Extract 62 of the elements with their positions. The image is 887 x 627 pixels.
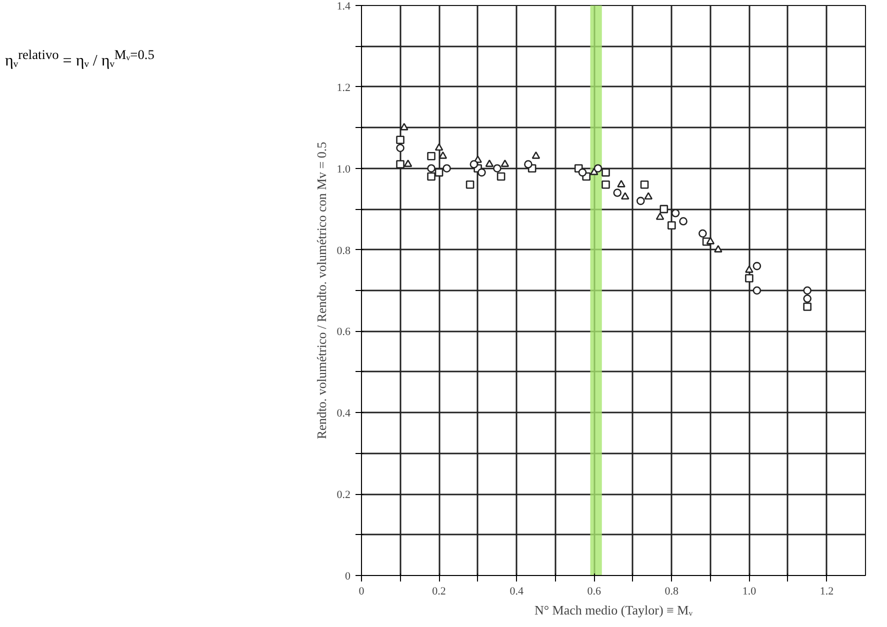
point xyxy=(594,164,602,172)
x-tick-label: 1.2 xyxy=(820,586,834,598)
text: ηᵥ$^{relativo}$ = ηᵥ / ηᵥ$^{Mᵥ=0.5}$ xyxy=(5,46,154,72)
x-tick-label: 0.4 xyxy=(510,586,524,598)
point xyxy=(434,143,444,151)
x-tick-label: 0 xyxy=(358,586,365,598)
y-axis-title: Rendto. volumétrico / Rendto. volumétrico con Mv = 0.5 xyxy=(314,142,329,440)
point xyxy=(617,180,626,188)
point xyxy=(396,136,404,144)
point xyxy=(396,160,404,168)
point xyxy=(803,286,812,295)
point xyxy=(714,245,722,252)
point xyxy=(434,168,444,177)
point xyxy=(620,192,630,200)
y-tick-label: 0.4 xyxy=(336,408,351,420)
point xyxy=(466,180,474,189)
point xyxy=(532,151,540,159)
y-tick-label: 0 xyxy=(345,570,351,582)
point xyxy=(668,221,676,230)
y-tick-label: 0.6 xyxy=(336,326,351,338)
point xyxy=(660,204,668,214)
point xyxy=(500,160,510,167)
point xyxy=(679,217,688,226)
point xyxy=(706,236,715,244)
point xyxy=(578,168,587,177)
point xyxy=(745,274,754,282)
point xyxy=(438,151,448,159)
point xyxy=(396,144,404,152)
x-tick-label: 0.8 xyxy=(664,586,680,598)
x-axis-title: N° Mach medio (Taylor) ≡ Mᵥ xyxy=(534,602,693,618)
y-tick-label: 1.4 xyxy=(336,0,351,12)
point xyxy=(427,172,436,181)
point xyxy=(803,302,812,311)
point xyxy=(644,192,653,200)
point xyxy=(752,262,762,270)
point xyxy=(485,160,494,167)
point xyxy=(496,172,506,181)
y-tick-label: 0.2 xyxy=(336,489,350,502)
point xyxy=(442,164,451,172)
point xyxy=(524,160,532,168)
point xyxy=(470,160,478,168)
point xyxy=(427,164,436,172)
y-tick-label: 0.8 xyxy=(336,244,351,257)
point xyxy=(803,294,812,303)
point xyxy=(656,212,664,220)
point xyxy=(640,180,649,189)
x-tick-label: 0.2 xyxy=(432,586,446,598)
point xyxy=(427,152,436,160)
point xyxy=(478,168,486,177)
y-tick-label: 1.0 xyxy=(336,163,351,176)
point xyxy=(602,168,610,177)
x-tick-label: 1.0 xyxy=(742,586,757,598)
point xyxy=(613,188,622,197)
point xyxy=(752,286,762,295)
point xyxy=(698,229,707,238)
y-tick-label: 1.2 xyxy=(336,82,350,94)
point xyxy=(602,180,610,189)
point xyxy=(745,265,754,273)
x-tick-label: 0.6 xyxy=(587,586,602,598)
point xyxy=(636,196,645,206)
point xyxy=(404,160,412,167)
point xyxy=(493,164,502,172)
